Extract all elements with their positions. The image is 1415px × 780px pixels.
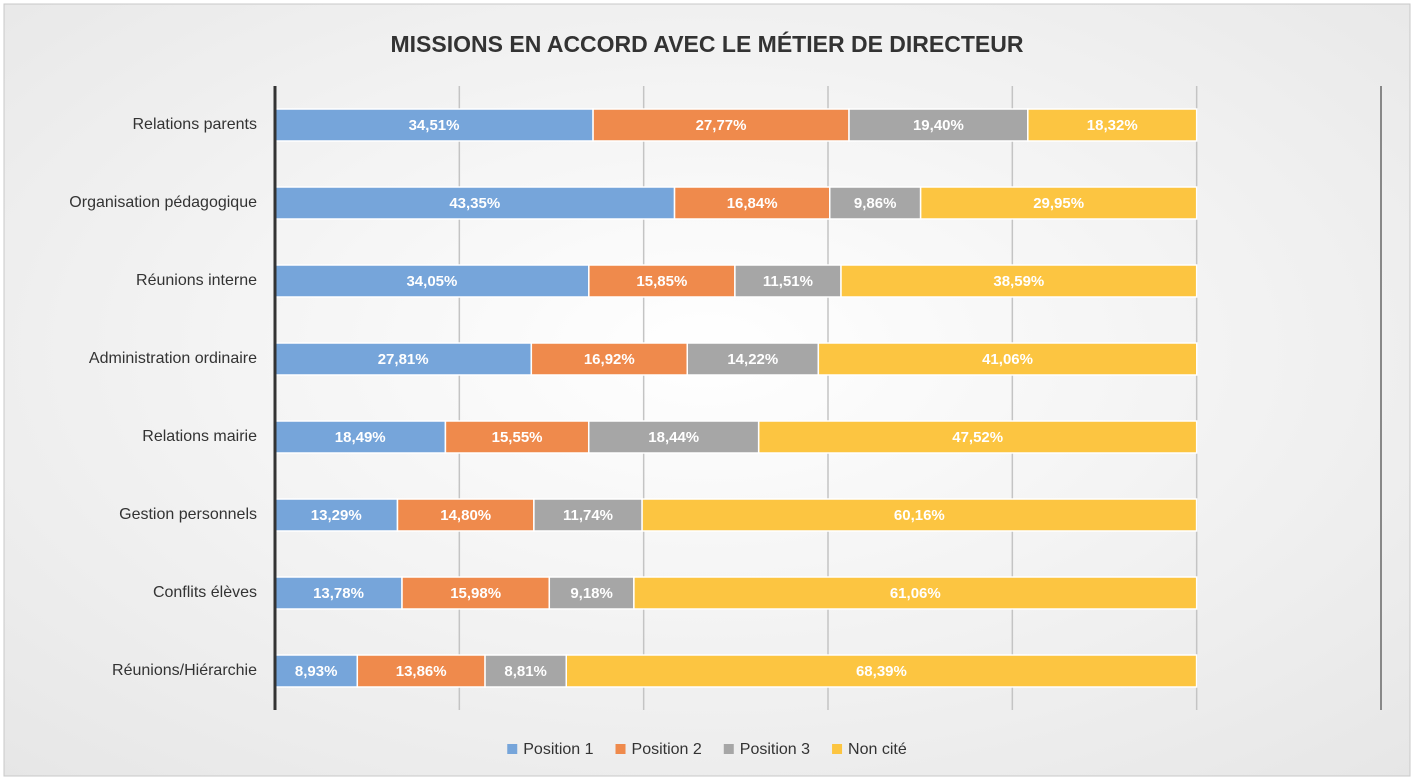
data-label: 18,32%	[1087, 117, 1138, 134]
y-tick-label: Réunions interne	[136, 272, 257, 289]
legend-label: Non cité	[848, 741, 907, 758]
y-tick-label: Relations mairie	[142, 428, 257, 445]
bar-segment	[817, 342, 1198, 376]
y-tick-label: Organisation pédagogique	[69, 194, 257, 211]
bar-segment	[533, 498, 643, 532]
data-label: 41,06%	[982, 351, 1033, 368]
data-label: 60,16%	[894, 507, 945, 524]
data-label: 61,06%	[890, 585, 941, 602]
legend-swatch	[507, 744, 518, 754]
data-label: 11,74%	[563, 507, 613, 524]
data-label: 29,95%	[1033, 195, 1084, 212]
chart-title: MISSIONS EN ACCORD AVEC LE MÉTIER DE DIR…	[391, 30, 1024, 57]
data-label: 34,51%	[409, 117, 460, 134]
data-label: 16,92%	[584, 351, 635, 368]
bar-segment	[1027, 108, 1198, 142]
legend-label: Position 3	[740, 741, 810, 758]
y-tick-label: Administration ordinaire	[89, 350, 257, 367]
data-label: 15,55%	[492, 429, 543, 446]
data-label: 14,22%	[727, 351, 778, 368]
bar-segment	[734, 264, 842, 298]
legend-swatch	[615, 744, 626, 754]
data-label: 8,93%	[295, 663, 338, 680]
bar-segment	[673, 186, 831, 220]
bar-segment	[484, 654, 567, 688]
data-label: 9,18%	[570, 585, 613, 602]
bar-segment	[356, 654, 486, 688]
bar-segment	[274, 576, 403, 610]
y-tick-label: Conflits élèves	[153, 584, 257, 601]
data-label: 34,05%	[406, 273, 457, 290]
bar-segment	[919, 186, 1198, 220]
bar-segment	[401, 576, 551, 610]
data-label: 27,77%	[696, 117, 747, 134]
data-label: 27,81%	[378, 351, 429, 368]
data-label: 15,85%	[636, 273, 687, 290]
bar-segment	[633, 576, 1198, 610]
bar-segment	[829, 186, 922, 220]
data-label: 16,84%	[727, 195, 778, 212]
bar-segment	[274, 342, 533, 376]
bar-segment	[757, 420, 1198, 454]
y-tick-label: Gestion personnels	[119, 506, 257, 523]
bar-segment	[840, 264, 1198, 298]
data-label: 15,98%	[450, 585, 501, 602]
data-label: 11,51%	[763, 273, 813, 290]
data-label: 9,86%	[854, 195, 897, 212]
data-label: 18,44%	[648, 429, 699, 446]
legend-swatch	[723, 744, 734, 754]
data-label: 13,29%	[311, 507, 362, 524]
data-label: 13,78%	[313, 585, 364, 602]
data-label: 8,81%	[504, 663, 547, 680]
data-label: 18,49%	[335, 429, 386, 446]
bar-segment	[396, 498, 535, 532]
bar-segment	[565, 654, 1198, 688]
legend-label: Position 2	[632, 741, 702, 758]
bar-segment	[641, 498, 1198, 532]
y-tick-label: Réunions/Hiérarchie	[112, 662, 257, 679]
bar-segment	[848, 108, 1029, 142]
data-label: 68,39%	[856, 663, 907, 680]
data-label: 19,40%	[913, 117, 964, 134]
bar-segment	[588, 264, 736, 298]
y-tick-label: Relations parents	[132, 116, 257, 133]
bar-segment	[274, 264, 590, 298]
legend-swatch	[832, 744, 843, 754]
bar-segment	[274, 186, 676, 220]
data-label: 38,59%	[993, 273, 1044, 290]
data-label: 14,80%	[440, 507, 491, 524]
data-label: 47,52%	[952, 429, 1003, 446]
data-label: 13,86%	[396, 663, 447, 680]
bar-segment	[274, 420, 447, 454]
bar-segment	[548, 576, 635, 610]
data-label: 43,35%	[449, 195, 500, 212]
legend-label: Position 1	[523, 741, 593, 758]
